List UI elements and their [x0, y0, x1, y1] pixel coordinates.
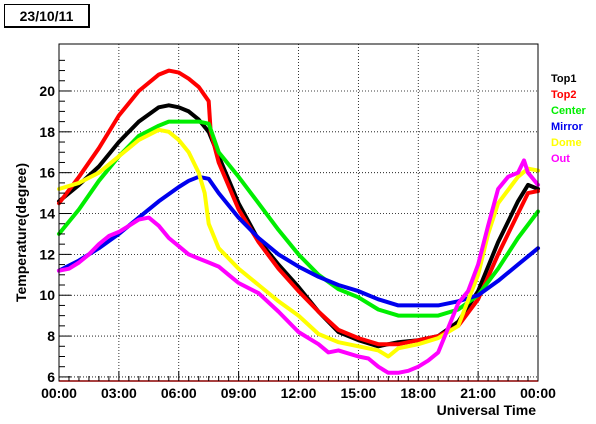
x-tick-label: 18:00 — [400, 385, 436, 401]
x-tick-label: 00:00 — [520, 385, 556, 401]
axis-tick-labels: 00:00 03:00 06:00 09:00 12:00 15:00 18:00 21:00… — [39, 83, 556, 401]
x-tick-label: 06:00 — [161, 385, 197, 401]
series-lines — [57, 68, 540, 375]
x-tick-label: 21:00 — [460, 385, 496, 401]
y-tick-label: 16 — [39, 165, 55, 181]
legend-entry-out: Out — [551, 153, 570, 165]
y-tick-label: 10 — [39, 287, 55, 303]
series-line-dome — [57, 127, 540, 359]
x-tick-label: 03:00 — [101, 385, 137, 401]
date-label: 23/10/11 — [19, 8, 74, 24]
legend-entry-dome: Dome — [551, 137, 582, 149]
y-tick-label: 8 — [47, 328, 55, 344]
x-tick-label: 00:00 — [41, 385, 77, 401]
x-axis-title: Universal Time — [437, 402, 537, 418]
series-line-center — [57, 119, 540, 318]
date-label-box: 23/10/11 — [4, 4, 90, 28]
y-tick-label: 6 — [47, 369, 55, 385]
series-line-mirror — [57, 174, 540, 308]
y-tick-label: 20 — [39, 83, 55, 99]
legend-entry-top2: Top2 — [551, 89, 576, 101]
x-tick-label: 09:00 — [221, 385, 257, 401]
y-axis-title: Temperature(degree) — [13, 163, 29, 302]
y-tick-label: 12 — [39, 246, 55, 262]
legend-entry-mirror: Mirror — [551, 121, 584, 133]
x-tick-label: 15:00 — [340, 385, 376, 401]
y-tick-label: 14 — [39, 206, 55, 222]
legend: Top1 Top2 Center Mirror Dome Out — [551, 73, 587, 165]
y-tick-label: 18 — [39, 124, 55, 140]
legend-entry-center: Center — [551, 105, 587, 117]
x-tick-label: 12:00 — [281, 385, 317, 401]
series-line-out — [57, 158, 540, 375]
axis-ticks — [58, 59, 539, 382]
legend-entry-top1: Top1 — [551, 73, 576, 85]
